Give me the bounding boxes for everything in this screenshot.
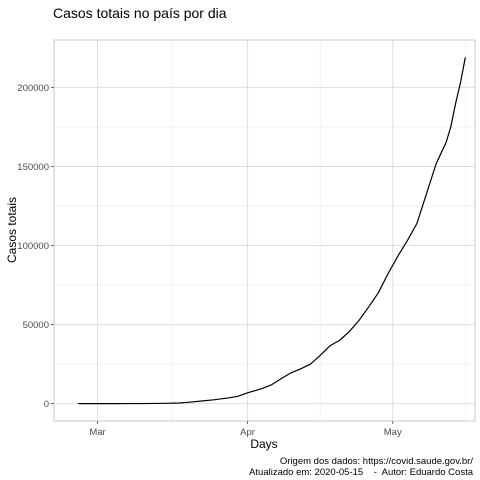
- y-axis-title: Casos totais: [5, 197, 19, 263]
- y-axis: 0 50000 100000 150000 200000: [17, 83, 54, 410]
- plot-panel: [53, 39, 476, 422]
- caption-source: Origem dos dados: https://covid.saude.go…: [280, 456, 473, 467]
- series-layer: [78, 57, 466, 405]
- y-tick-label: 0: [44, 399, 49, 410]
- x-axis-title: Days: [250, 437, 277, 451]
- y-tick-label: 100000: [17, 241, 49, 252]
- caption-updated: Atualizado em: 2020-05-15 - Autor: Eduar…: [249, 467, 474, 478]
- x-tick-label: Mar: [89, 427, 105, 438]
- chart-title: Casos totais no país por dia: [53, 5, 227, 21]
- major-gridlines: [54, 40, 475, 421]
- y-tick-label: 50000: [23, 320, 49, 331]
- series-line: [78, 57, 466, 405]
- plot-area: [53, 39, 476, 422]
- y-tick-label: 200000: [17, 83, 49, 94]
- y-tick-label: 150000: [17, 162, 49, 173]
- x-tick-label: May: [384, 427, 402, 438]
- minor-gridlines: [54, 40, 475, 421]
- x-axis: Mar Apr May: [89, 421, 402, 438]
- x-tick-label: Apr: [240, 427, 255, 438]
